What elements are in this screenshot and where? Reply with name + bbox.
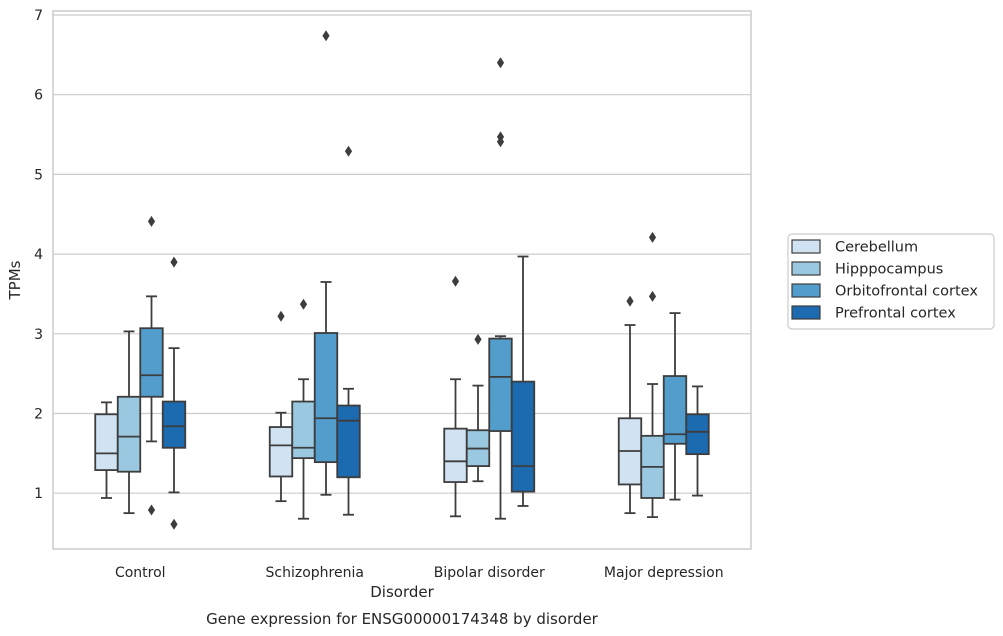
box-2-0: [443, 275, 468, 518]
legend-frame: [787, 233, 995, 330]
legend-label: Orbitofrontal cortex: [835, 284, 978, 300]
box-2-1: [465, 333, 491, 483]
x-tick-label: Bipolar disorder: [434, 565, 545, 581]
box-2-3: [510, 255, 536, 507]
x-tick-label: Control: [115, 565, 166, 581]
legend: Cerebellum Hipppocampus Orbitofrontal cort…: [787, 233, 995, 330]
outlier-point: [648, 290, 657, 302]
legend-swatch: [791, 305, 821, 320]
box-0-3: [161, 256, 187, 530]
x-axis-label: Disorder: [370, 583, 434, 601]
y-tick-label: 5: [34, 167, 43, 183]
outlier-point: [299, 298, 308, 310]
outlier-point: [344, 145, 353, 157]
box-iqr: [510, 380, 536, 493]
box-0-0: [94, 401, 119, 499]
x-tick-labels: Control Schizophrenia Bipolar disorder Majo…: [115, 565, 724, 581]
outlier-point: [170, 518, 178, 530]
box-iqr: [291, 400, 316, 460]
box-iqr: [94, 413, 119, 471]
box-2-2: [488, 57, 513, 520]
outlier-point: [648, 231, 657, 243]
legend-label: Cerebellum: [835, 240, 918, 256]
box-iqr: [662, 375, 688, 445]
outlier-point: [147, 215, 156, 227]
box-3-1: [640, 231, 665, 519]
y-tick-label: 6: [34, 88, 43, 104]
outlier-point: [626, 295, 634, 307]
y-tick-labels: 1 2 3 4 5 6 7: [34, 8, 43, 502]
outlier-point: [147, 504, 156, 516]
y-tick-label: 1: [34, 486, 43, 502]
legend-label: Prefrontal cortex: [835, 306, 956, 322]
y-tick-label: 4: [34, 247, 43, 263]
box-3-3: [685, 385, 710, 497]
box-3-0: [617, 295, 643, 515]
box-iqr: [313, 332, 339, 464]
y-tick-label: 3: [34, 327, 43, 343]
y-tick-label: 2: [34, 407, 43, 423]
legend-swatch: [791, 261, 821, 276]
box-iqr: [268, 426, 294, 478]
legend-label: Hipppocampus: [835, 262, 943, 278]
outlier-point: [474, 333, 482, 345]
box-0-1: [116, 330, 142, 515]
legend-swatch: [791, 283, 821, 298]
box-1-1: [291, 298, 316, 520]
box-iqr: [443, 427, 468, 483]
box-iqr: [139, 327, 164, 398]
box-1-2: [313, 30, 339, 496]
y-axis-label: TPMs: [6, 260, 24, 300]
legend-swatch: [791, 239, 821, 254]
box-0-2: [139, 215, 164, 516]
box-iqr: [336, 404, 361, 479]
outlier-point: [322, 30, 330, 42]
box-1-3: [336, 145, 361, 516]
box-iqr: [488, 337, 513, 432]
outlier-point: [170, 256, 178, 268]
outlier-point: [496, 131, 505, 143]
outlier-point: [277, 310, 285, 322]
outlier-point: [451, 275, 460, 287]
box-3-2: [662, 312, 688, 501]
boxes: [94, 30, 710, 530]
outlier-point: [496, 57, 505, 69]
x-tick-label: Major depression: [604, 565, 724, 581]
box-iqr: [685, 413, 710, 456]
box-1-0: [268, 310, 294, 503]
box-iqr: [116, 395, 142, 473]
plot-area: [52, 10, 752, 550]
box-iqr: [161, 400, 187, 449]
chart-caption: Gene expression for ENSG00000174348 by d…: [206, 610, 599, 628]
grid-lines: [53, 14, 751, 494]
y-tick-label: 7: [34, 8, 43, 24]
x-tick-label: Schizophrenia: [266, 565, 364, 581]
